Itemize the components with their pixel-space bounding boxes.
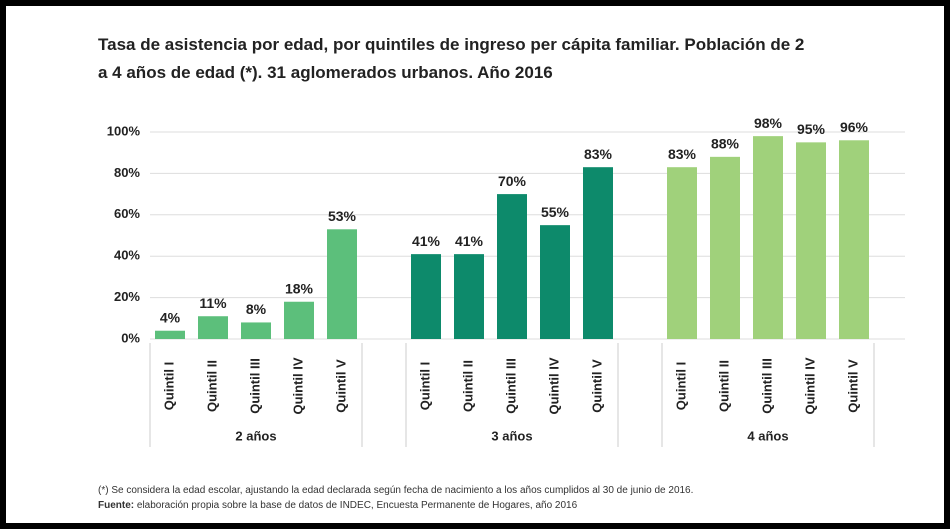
data-label: 95% xyxy=(797,121,826,137)
y-tick-label: 20% xyxy=(114,289,140,304)
data-label: 41% xyxy=(455,233,484,249)
y-tick-label: 0% xyxy=(121,330,140,345)
data-label: 96% xyxy=(840,119,869,135)
bar xyxy=(155,330,185,339)
source-label: Fuente: xyxy=(98,500,134,511)
y-tick-label: 80% xyxy=(114,165,140,180)
data-label: 4% xyxy=(160,309,181,325)
bar xyxy=(454,254,484,339)
y-tick-label: 60% xyxy=(114,206,140,221)
bar xyxy=(411,254,441,339)
x-tick-label: Quintil III xyxy=(759,358,774,414)
x-tick-label: Quintil II xyxy=(460,360,475,412)
data-label: 88% xyxy=(711,136,740,152)
x-tick-label: Quintil III xyxy=(503,358,518,414)
bar xyxy=(540,225,570,339)
source-text: elaboración propia sobre la base de dato… xyxy=(134,500,578,511)
data-label: 41% xyxy=(412,233,441,249)
bar xyxy=(796,142,826,339)
x-tick-label: Quintil II xyxy=(716,360,731,412)
bar xyxy=(710,156,740,339)
bar xyxy=(497,194,527,339)
x-tick-label: Quintil V xyxy=(333,359,348,413)
chart-title: Tasa de asistencia por edad, por quintil… xyxy=(98,35,804,54)
x-tick-label: Quintil I xyxy=(161,362,176,410)
bar xyxy=(839,140,869,339)
bar xyxy=(198,316,228,339)
y-tick-label: 40% xyxy=(114,248,140,263)
data-label: 83% xyxy=(584,146,613,162)
y-tick-label: 100% xyxy=(107,123,141,138)
x-tick-label: Quintil I xyxy=(417,362,432,410)
data-label: 53% xyxy=(328,208,357,224)
bar xyxy=(327,229,357,339)
bar xyxy=(753,136,783,339)
data-label: 70% xyxy=(498,173,527,189)
x-tick-label: Quintil III xyxy=(247,358,262,414)
data-label: 11% xyxy=(199,295,227,311)
x-tick-label: Quintil V xyxy=(845,359,860,413)
data-label: 18% xyxy=(285,280,314,296)
x-tick-label: Quintil II xyxy=(204,360,219,412)
chart-title: a 4 años de edad (*). 31 aglomerados urb… xyxy=(98,63,553,82)
group-label: 4 años xyxy=(747,428,788,443)
data-label: 83% xyxy=(668,146,697,162)
bar xyxy=(583,167,613,339)
x-tick-label: Quintil IV xyxy=(290,357,305,414)
data-label: 8% xyxy=(246,301,267,317)
data-label: 98% xyxy=(754,115,783,131)
data-label: 55% xyxy=(541,204,570,220)
source: Fuente: elaboración propia sobre la base… xyxy=(98,500,578,511)
x-tick-label: Quintil IV xyxy=(546,357,561,414)
group-label: 2 años xyxy=(235,428,276,443)
footnote: (*) Se considera la edad escolar, ajusta… xyxy=(98,485,693,496)
bar xyxy=(284,301,314,339)
group-label: 3 años xyxy=(491,428,532,443)
x-tick-label: Quintil I xyxy=(673,362,688,410)
x-tick-label: Quintil IV xyxy=(802,357,817,414)
x-tick-label: Quintil V xyxy=(589,359,604,413)
bar xyxy=(241,322,271,339)
bar xyxy=(667,167,697,339)
